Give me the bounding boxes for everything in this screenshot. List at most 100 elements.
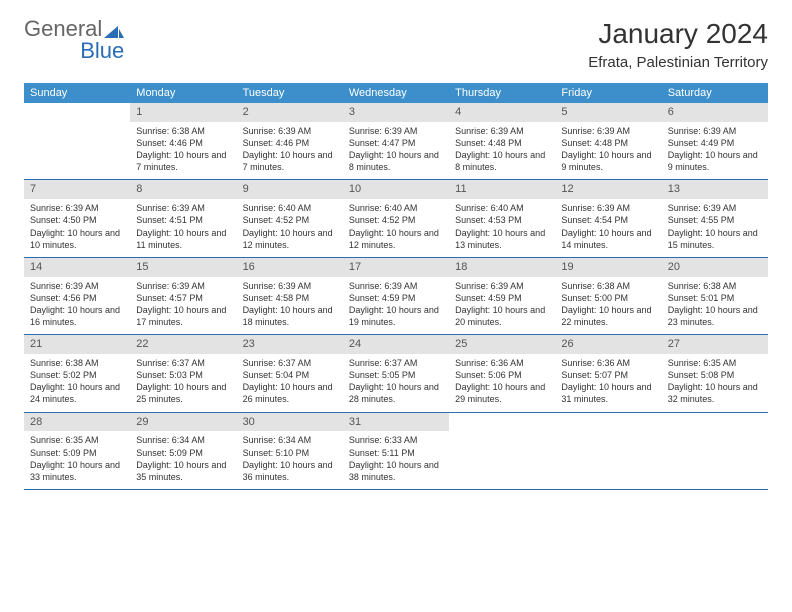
calendar-cell: 19Sunrise: 6:38 AMSunset: 5:00 PMDayligh… xyxy=(555,258,661,334)
sunset-text: Sunset: 5:10 PM xyxy=(243,447,337,459)
daylight-text: Daylight: 10 hours and 16 minutes. xyxy=(30,304,124,328)
cell-body: Sunrise: 6:38 AMSunset: 5:01 PMDaylight:… xyxy=(662,277,768,335)
calendar-cell: 15Sunrise: 6:39 AMSunset: 4:57 PMDayligh… xyxy=(130,258,236,334)
day-number: 17 xyxy=(343,258,449,277)
sunrise-text: Sunrise: 6:39 AM xyxy=(136,202,230,214)
week-row: 7Sunrise: 6:39 AMSunset: 4:50 PMDaylight… xyxy=(24,180,768,257)
sunset-text: Sunset: 4:48 PM xyxy=(561,137,655,149)
sunrise-text: Sunrise: 6:39 AM xyxy=(561,202,655,214)
calendar-cell: 20Sunrise: 6:38 AMSunset: 5:01 PMDayligh… xyxy=(662,258,768,334)
sunrise-text: Sunrise: 6:37 AM xyxy=(349,357,443,369)
daylight-text: Daylight: 10 hours and 9 minutes. xyxy=(561,149,655,173)
calendar-cell: 14 Sunrise: 6:39 AMSunset: 4:56 PMDayligh… xyxy=(24,258,130,334)
daylight-text: Daylight: 10 hours and 35 minutes. xyxy=(136,459,230,483)
sunrise-text: Sunrise: 6:38 AM xyxy=(561,280,655,292)
day-number: 16 xyxy=(237,258,343,277)
sunset-text: Sunset: 4:56 PM xyxy=(30,292,124,304)
day-label: Sunday xyxy=(24,83,130,103)
day-number: 14 xyxy=(24,258,130,277)
cell-body: Sunrise: 6:40 AMSunset: 4:52 PMDaylight:… xyxy=(237,199,343,257)
sunset-text: Sunset: 4:52 PM xyxy=(243,214,337,226)
daylight-text: Daylight: 10 hours and 15 minutes. xyxy=(668,227,762,251)
sunrise-text: Sunrise: 6:38 AM xyxy=(668,280,762,292)
daylight-text: Daylight: 10 hours and 9 minutes. xyxy=(668,149,762,173)
cell-body: Sunrise: 6:39 AMSunset: 4:51 PMDaylight:… xyxy=(130,199,236,257)
cell-body: Sunrise: 6:36 AMSunset: 5:06 PMDaylight:… xyxy=(449,354,555,412)
daylight-text: Daylight: 10 hours and 7 minutes. xyxy=(136,149,230,173)
day-number: 2 xyxy=(237,103,343,122)
calendar-cell: 27Sunrise: 6:35 AMSunset: 5:08 PMDayligh… xyxy=(662,335,768,411)
cell-body: Sunrise: 6:34 AMSunset: 5:09 PMDaylight:… xyxy=(130,431,236,489)
month-title: January 2024 xyxy=(588,18,768,50)
day-number: 29 xyxy=(130,413,236,432)
sunrise-text: Sunrise: 6:39 AM xyxy=(668,202,762,214)
calendar-cell: 26Sunrise: 6:36 AMSunset: 5:07 PMDayligh… xyxy=(555,335,661,411)
sunrise-text: Sunrise: 6:39 AM xyxy=(30,280,124,292)
calendar-cell xyxy=(449,413,555,489)
day-number: 21 xyxy=(24,335,130,354)
cell-body: Sunrise: 6:38 AMSunset: 4:46 PMDaylight:… xyxy=(130,122,236,180)
sunrise-text: Sunrise: 6:39 AM xyxy=(30,202,124,214)
daylight-text: Daylight: 10 hours and 32 minutes. xyxy=(668,381,762,405)
logo-text-blue: Blue xyxy=(80,38,124,63)
day-number: 31 xyxy=(343,413,449,432)
cell-body: Sunrise: 6:37 AMSunset: 5:04 PMDaylight:… xyxy=(237,354,343,412)
daylight-text: Daylight: 10 hours and 19 minutes. xyxy=(349,304,443,328)
daylight-text: Daylight: 10 hours and 12 minutes. xyxy=(349,227,443,251)
calendar-cell: 30Sunrise: 6:34 AMSunset: 5:10 PMDayligh… xyxy=(237,413,343,489)
sunset-text: Sunset: 4:55 PM xyxy=(668,214,762,226)
daylight-text: Daylight: 10 hours and 20 minutes. xyxy=(455,304,549,328)
daylight-text: Daylight: 10 hours and 23 minutes. xyxy=(668,304,762,328)
sunset-text: Sunset: 5:11 PM xyxy=(349,447,443,459)
calendar-cell: 8Sunrise: 6:39 AMSunset: 4:51 PMDaylight… xyxy=(130,180,236,256)
day-number: 22 xyxy=(130,335,236,354)
sunset-text: Sunset: 5:05 PM xyxy=(349,369,443,381)
calendar-cell: 22Sunrise: 6:37 AMSunset: 5:03 PMDayligh… xyxy=(130,335,236,411)
calendar-cell: 21Sunrise: 6:38 AMSunset: 5:02 PMDayligh… xyxy=(24,335,130,411)
day-label: Monday xyxy=(130,83,236,103)
sunset-text: Sunset: 4:46 PM xyxy=(136,137,230,149)
calendar-cell: 17Sunrise: 6:39 AMSunset: 4:59 PMDayligh… xyxy=(343,258,449,334)
sunrise-text: Sunrise: 6:35 AM xyxy=(668,357,762,369)
day-number: 6 xyxy=(662,103,768,122)
calendar-cell: 1Sunrise: 6:38 AMSunset: 4:46 PMDaylight… xyxy=(130,103,236,179)
day-number: 12 xyxy=(555,180,661,199)
sunset-text: Sunset: 5:08 PM xyxy=(668,369,762,381)
cell-body: Sunrise: 6:39 AMSunset: 4:57 PMDaylight:… xyxy=(130,277,236,335)
sunset-text: Sunset: 5:00 PM xyxy=(561,292,655,304)
day-number: 20 xyxy=(662,258,768,277)
calendar-cell: 3Sunrise: 6:39 AMSunset: 4:47 PMDaylight… xyxy=(343,103,449,179)
week-row: 21Sunrise: 6:38 AMSunset: 5:02 PMDayligh… xyxy=(24,335,768,412)
day-number: 9 xyxy=(237,180,343,199)
sunrise-text: Sunrise: 6:39 AM xyxy=(455,125,549,137)
calendar-cell: 16Sunrise: 6:39 AMSunset: 4:58 PMDayligh… xyxy=(237,258,343,334)
cell-body: Sunrise: 6:39 AMSunset: 4:49 PMDaylight:… xyxy=(662,122,768,180)
daylight-text: Daylight: 10 hours and 8 minutes. xyxy=(455,149,549,173)
sunrise-text: Sunrise: 6:37 AM xyxy=(243,357,337,369)
daylight-text: Daylight: 10 hours and 22 minutes. xyxy=(561,304,655,328)
sunset-text: Sunset: 4:59 PM xyxy=(349,292,443,304)
sunset-text: Sunset: 5:07 PM xyxy=(561,369,655,381)
cell-body: Sunrise: 6:38 AMSunset: 5:00 PMDaylight:… xyxy=(555,277,661,335)
sunset-text: Sunset: 5:01 PM xyxy=(668,292,762,304)
cell-body: Sunrise: 6:39 AMSunset: 4:54 PMDaylight:… xyxy=(555,199,661,257)
daylight-text: Daylight: 10 hours and 17 minutes. xyxy=(136,304,230,328)
cell-body: Sunrise: 6:34 AMSunset: 5:10 PMDaylight:… xyxy=(237,431,343,489)
day-number: 30 xyxy=(237,413,343,432)
sunset-text: Sunset: 4:52 PM xyxy=(349,214,443,226)
cell-body: Sunrise: 6:39 AMSunset: 4:48 PMDaylight:… xyxy=(555,122,661,180)
sunrise-text: Sunrise: 6:39 AM xyxy=(136,280,230,292)
calendar-cell: 5Sunrise: 6:39 AMSunset: 4:48 PMDaylight… xyxy=(555,103,661,179)
cell-body: Sunrise: 6:38 AMSunset: 5:02 PMDaylight:… xyxy=(24,354,130,412)
sunrise-text: Sunrise: 6:36 AM xyxy=(561,357,655,369)
calendar-cell: 10Sunrise: 6:40 AMSunset: 4:52 PMDayligh… xyxy=(343,180,449,256)
sunset-text: Sunset: 5:02 PM xyxy=(30,369,124,381)
sunset-text: Sunset: 4:51 PM xyxy=(136,214,230,226)
daylight-text: Daylight: 10 hours and 11 minutes. xyxy=(136,227,230,251)
sunset-text: Sunset: 4:58 PM xyxy=(243,292,337,304)
day-number: 13 xyxy=(662,180,768,199)
daylight-text: Daylight: 10 hours and 28 minutes. xyxy=(349,381,443,405)
cell-body: Sunrise: 6:39 AMSunset: 4:50 PMDaylight:… xyxy=(24,199,130,257)
day-number: 15 xyxy=(130,258,236,277)
sunset-text: Sunset: 4:54 PM xyxy=(561,214,655,226)
